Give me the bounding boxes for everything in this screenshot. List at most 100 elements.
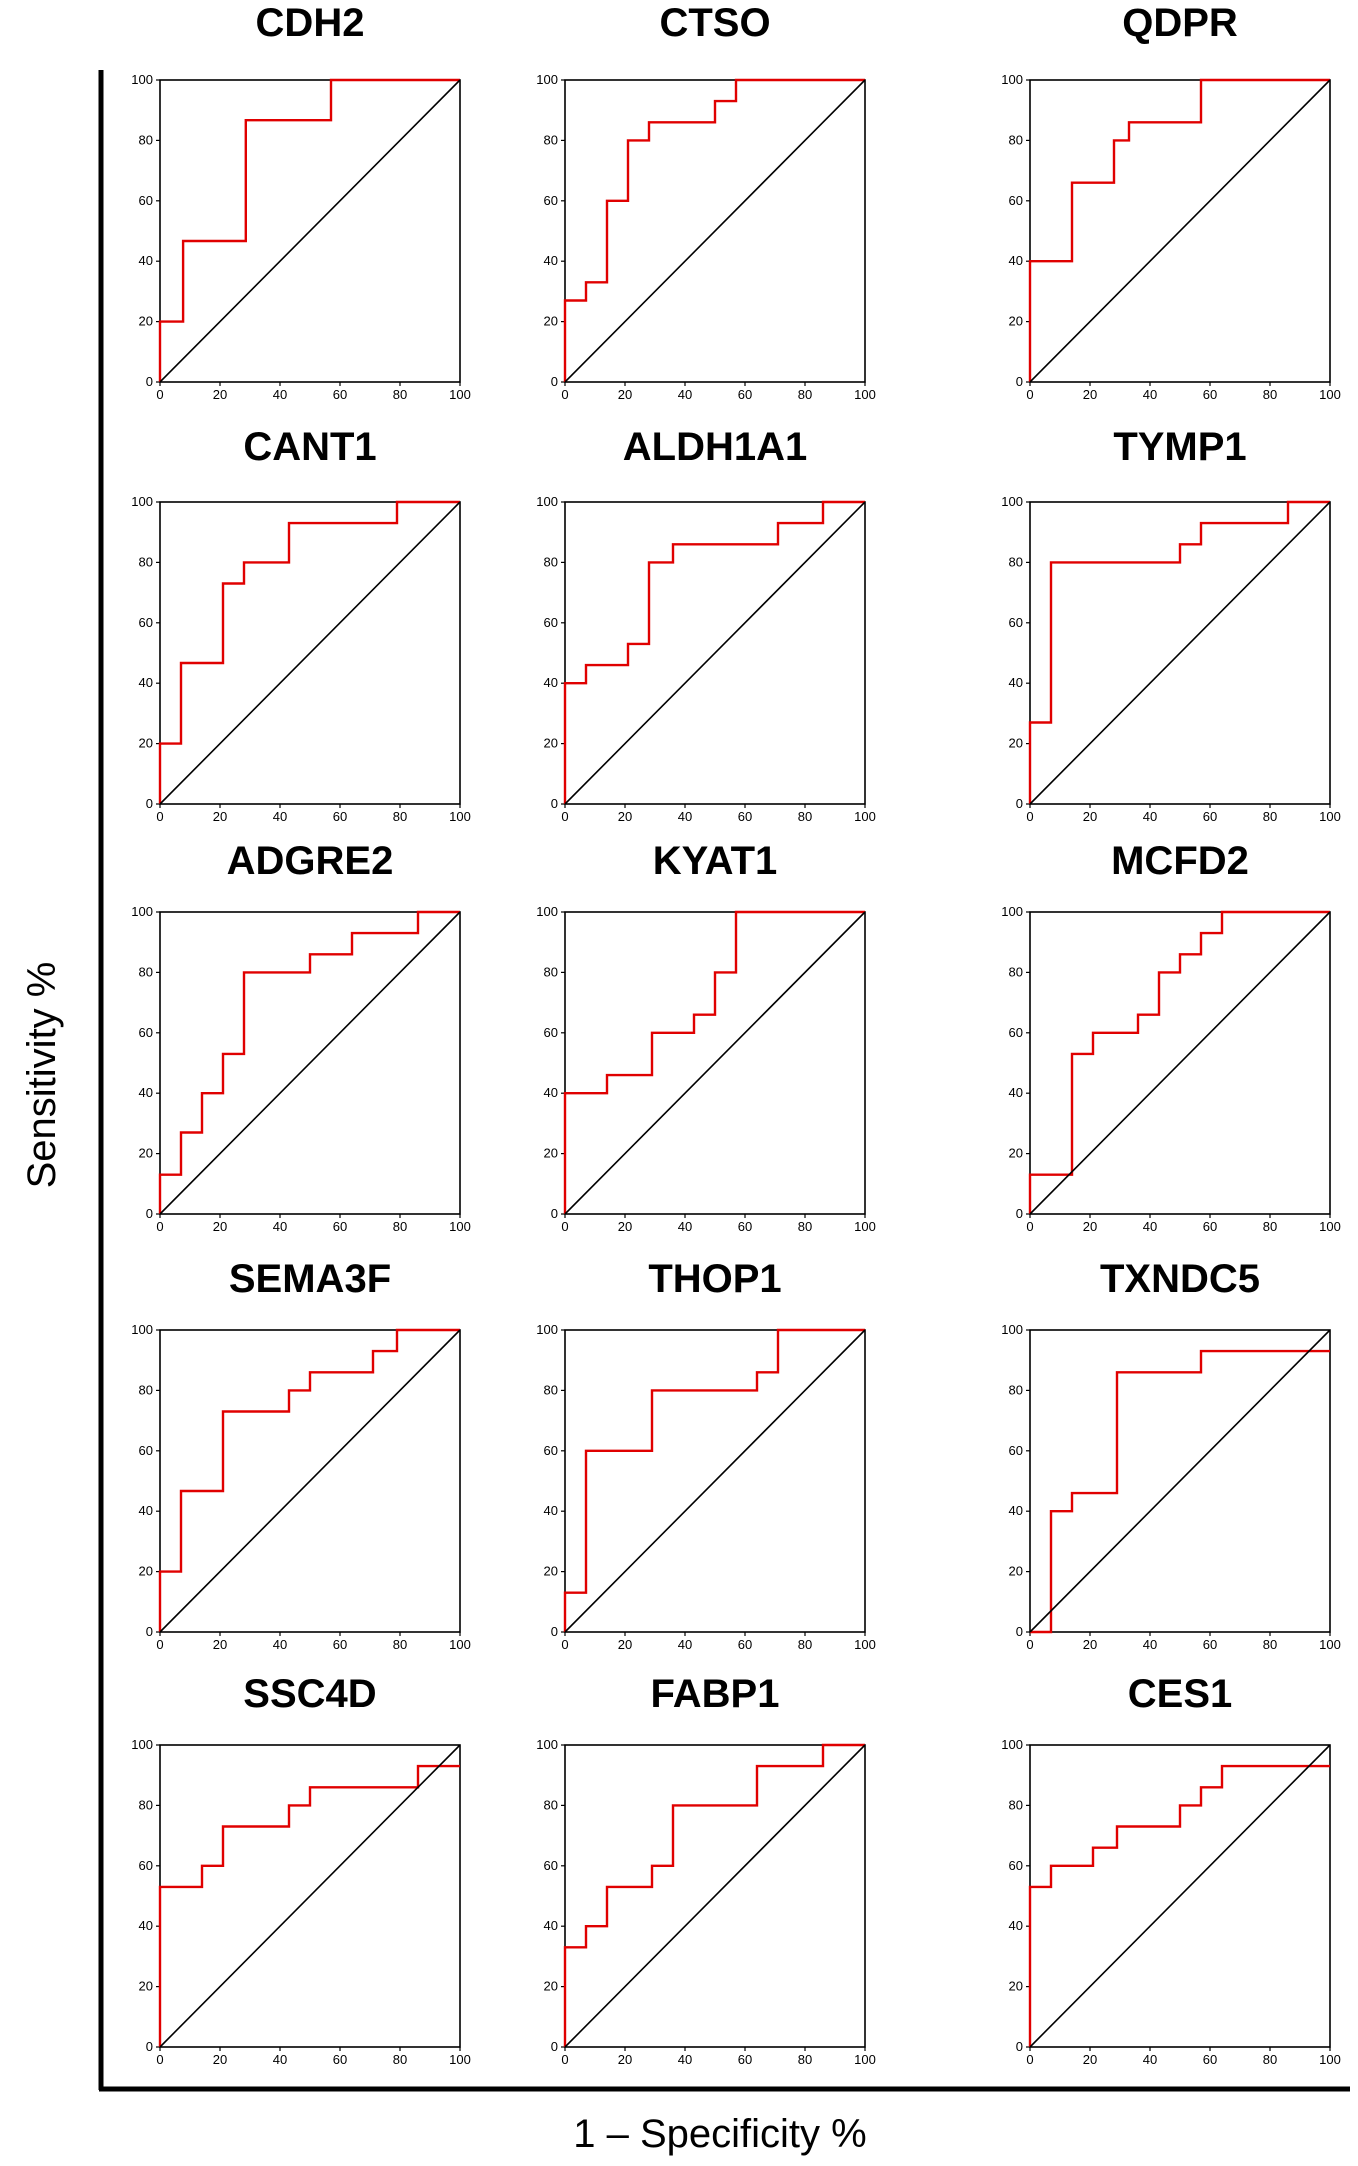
y-tick-label: 20 <box>544 1146 558 1161</box>
roc-curve <box>1028 1764 1330 2047</box>
reference-diagonal-line <box>1029 911 1331 1215</box>
y-tick-label: 20 <box>139 1146 153 1161</box>
panel-title: FABP1 <box>651 1672 780 1716</box>
roc-curve <box>563 1328 865 1632</box>
x-tick-label: 20 <box>213 1219 227 1234</box>
x-tick-label: 40 <box>1143 809 1157 824</box>
y-tick-label: 80 <box>1009 132 1023 147</box>
roc-panel: CES1 0 20 40 60 80 100 0 20 40 60 80 100 <box>1001 1672 1341 2067</box>
figure-xlabel: 1 – Specificity % <box>573 2112 866 2156</box>
y-tick-label: 100 <box>131 904 153 919</box>
y-tick-label: 0 <box>1016 2039 1023 2054</box>
x-tick-label: 40 <box>273 1219 287 1234</box>
roc-panel: SSC4D 0 20 40 60 80 100 0 20 40 60 80 100 <box>131 1672 471 2067</box>
x-tick-label: 60 <box>1203 387 1217 402</box>
roc-curve <box>158 910 460 1214</box>
x-tick-label: 80 <box>393 809 407 824</box>
x-tick-label: 20 <box>213 387 227 402</box>
x-tick-label: 0 <box>156 1637 163 1652</box>
y-tick-label: 0 <box>146 796 153 811</box>
y-tick-label: 20 <box>1009 1979 1023 1994</box>
plot-frame <box>1029 1329 1331 1633</box>
y-tick-label: 20 <box>139 736 153 751</box>
y-tick-label: 40 <box>1009 1503 1023 1518</box>
x-tick-label: 60 <box>738 1219 752 1234</box>
roc-panels: CDH2 0 20 40 60 80 100 0 20 40 60 80 100 CTSO 0 20 40 60 8… <box>131 1 1341 2067</box>
roc-curve <box>158 500 460 804</box>
plot-frame <box>159 79 461 383</box>
y-tick-label: 60 <box>544 193 558 208</box>
x-tick-label: 40 <box>678 1219 692 1234</box>
x-tick-label: 80 <box>798 1637 812 1652</box>
plot-frame <box>1029 501 1331 805</box>
reference-diagonal-line <box>159 911 461 1215</box>
panel-title: CTSO <box>659 1 770 45</box>
x-tick-label: 100 <box>1319 1637 1341 1652</box>
y-tick-label: 0 <box>1016 1206 1023 1221</box>
y-tick-label: 0 <box>146 1206 153 1221</box>
y-tick-label: 20 <box>139 1564 153 1579</box>
x-tick-label: 60 <box>738 1637 752 1652</box>
y-tick-label: 100 <box>536 904 558 919</box>
y-tick-label: 100 <box>536 494 558 509</box>
y-tick-label: 20 <box>1009 736 1023 751</box>
plot-frame <box>1029 911 1331 1215</box>
x-tick-label: 80 <box>1263 1637 1277 1652</box>
y-tick-label: 100 <box>1001 1737 1023 1752</box>
y-tick-label: 20 <box>544 1979 558 1994</box>
x-tick-label: 100 <box>854 1219 876 1234</box>
y-tick-label: 40 <box>139 675 153 690</box>
y-tick-label: 80 <box>139 1797 153 1812</box>
y-tick-label: 40 <box>1009 675 1023 690</box>
x-tick-label: 80 <box>393 1637 407 1652</box>
roc-curve <box>1028 78 1330 382</box>
x-tick-label: 80 <box>798 2052 812 2067</box>
y-tick-label: 60 <box>544 1443 558 1458</box>
x-tick-label: 60 <box>1203 809 1217 824</box>
y-tick-label: 0 <box>1016 374 1023 389</box>
y-tick-label: 20 <box>139 1979 153 1994</box>
x-tick-label: 0 <box>156 2052 163 2067</box>
x-tick-label: 60 <box>333 2052 347 2067</box>
roc-curve <box>158 1328 460 1632</box>
reference-diagonal-line <box>1029 1329 1331 1633</box>
panel-title: ADGRE2 <box>227 839 394 883</box>
plot-frame <box>159 911 461 1215</box>
x-tick-label: 40 <box>1143 1637 1157 1652</box>
y-tick-label: 40 <box>139 1085 153 1100</box>
y-tick-label: 80 <box>544 132 558 147</box>
x-tick-label: 100 <box>449 387 471 402</box>
x-tick-label: 0 <box>1026 2052 1033 2067</box>
roc-curve <box>1028 500 1330 804</box>
x-tick-label: 60 <box>738 387 752 402</box>
y-tick-label: 40 <box>544 253 558 268</box>
x-tick-label: 100 <box>449 1219 471 1234</box>
plot-frame <box>159 1329 461 1633</box>
roc-panel: CTSO 0 20 40 60 80 100 0 20 40 60 80 100 <box>536 1 876 402</box>
y-tick-label: 100 <box>536 72 558 87</box>
x-tick-label: 80 <box>1263 2052 1277 2067</box>
roc-curve <box>1028 910 1330 1214</box>
plot-frame <box>159 501 461 805</box>
y-tick-label: 0 <box>146 1624 153 1639</box>
roc-curve <box>563 1743 865 2047</box>
roc-panel: CANT1 0 20 40 60 80 100 0 20 40 60 80 100 <box>131 425 471 824</box>
y-tick-label: 40 <box>544 1918 558 1933</box>
y-tick-label: 80 <box>544 554 558 569</box>
x-tick-label: 40 <box>678 387 692 402</box>
x-tick-label: 80 <box>393 1219 407 1234</box>
x-tick-label: 20 <box>213 1637 227 1652</box>
y-tick-label: 60 <box>139 1443 153 1458</box>
x-tick-label: 20 <box>1083 1637 1097 1652</box>
y-tick-label: 40 <box>139 1918 153 1933</box>
panel-title: CANT1 <box>243 425 376 469</box>
reference-diagonal-line <box>564 79 866 383</box>
roc-curve <box>563 910 865 1214</box>
x-tick-label: 60 <box>1203 1637 1217 1652</box>
plot-frame <box>564 501 866 805</box>
reference-diagonal-line <box>564 1329 866 1633</box>
y-tick-label: 20 <box>544 314 558 329</box>
y-tick-label: 20 <box>1009 1146 1023 1161</box>
x-tick-label: 0 <box>156 1219 163 1234</box>
reference-diagonal-line <box>159 1329 461 1633</box>
